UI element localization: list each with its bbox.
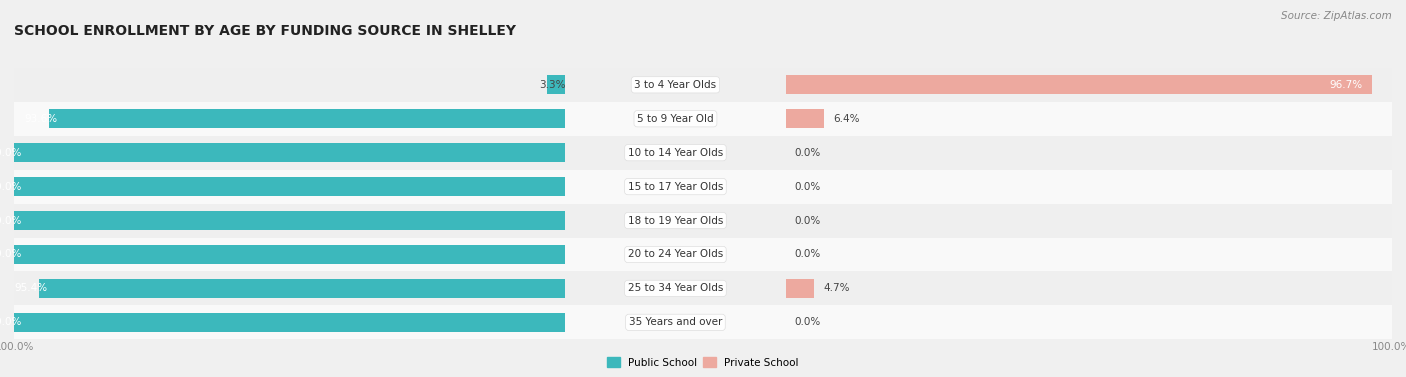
Bar xyxy=(0,204,1406,238)
Bar xyxy=(0,204,1406,238)
Bar xyxy=(14,211,565,230)
Bar xyxy=(0,238,1406,271)
Bar xyxy=(0,170,1406,204)
Text: 3 to 4 Year Olds: 3 to 4 Year Olds xyxy=(634,80,717,90)
Legend: Public School, Private School: Public School, Private School xyxy=(603,353,803,372)
Text: 10 to 14 Year Olds: 10 to 14 Year Olds xyxy=(628,148,723,158)
Text: 20 to 24 Year Olds: 20 to 24 Year Olds xyxy=(628,250,723,259)
Bar xyxy=(49,109,565,128)
Text: 35 Years and over: 35 Years and over xyxy=(628,317,723,327)
Bar xyxy=(0,102,1406,136)
Text: SCHOOL ENROLLMENT BY AGE BY FUNDING SOURCE IN SHELLEY: SCHOOL ENROLLMENT BY AGE BY FUNDING SOUR… xyxy=(14,24,516,38)
Bar xyxy=(0,68,1406,102)
Bar xyxy=(0,305,1406,339)
Bar xyxy=(0,305,1406,339)
Bar xyxy=(0,238,1406,271)
Bar xyxy=(547,75,565,94)
Text: 3.3%: 3.3% xyxy=(538,80,565,90)
Text: 18 to 19 Year Olds: 18 to 19 Year Olds xyxy=(627,216,723,225)
Text: 93.6%: 93.6% xyxy=(24,114,58,124)
Text: 100.0%: 100.0% xyxy=(0,216,22,225)
Text: 95.4%: 95.4% xyxy=(14,284,48,293)
Bar xyxy=(0,170,1406,204)
Text: 0.0%: 0.0% xyxy=(794,148,821,158)
Bar xyxy=(14,177,565,196)
Bar xyxy=(786,75,1372,94)
Bar xyxy=(0,271,1406,305)
Text: 4.7%: 4.7% xyxy=(824,284,849,293)
Text: 100.0%: 100.0% xyxy=(0,317,22,327)
Text: 0.0%: 0.0% xyxy=(794,317,821,327)
Text: 0.0%: 0.0% xyxy=(794,216,821,225)
Text: 0.0%: 0.0% xyxy=(794,182,821,192)
Text: 96.7%: 96.7% xyxy=(1330,80,1362,90)
Bar xyxy=(39,279,565,298)
Bar xyxy=(0,271,1406,305)
Text: 6.4%: 6.4% xyxy=(834,114,860,124)
Bar xyxy=(786,279,814,298)
Text: 100.0%: 100.0% xyxy=(0,148,22,158)
Bar xyxy=(0,271,1406,305)
Bar xyxy=(0,102,1406,136)
Bar xyxy=(0,68,1406,102)
Text: 0.0%: 0.0% xyxy=(794,250,821,259)
Bar xyxy=(0,68,1406,102)
Text: Source: ZipAtlas.com: Source: ZipAtlas.com xyxy=(1281,11,1392,21)
Bar xyxy=(14,313,565,332)
Bar xyxy=(0,102,1406,136)
Bar xyxy=(0,305,1406,339)
Text: 100.0%: 100.0% xyxy=(0,250,22,259)
Bar xyxy=(0,136,1406,170)
Bar xyxy=(14,245,565,264)
Bar xyxy=(0,204,1406,238)
Text: 100.0%: 100.0% xyxy=(0,182,22,192)
Bar xyxy=(0,136,1406,170)
Bar xyxy=(0,238,1406,271)
Text: 25 to 34 Year Olds: 25 to 34 Year Olds xyxy=(627,284,723,293)
Text: 15 to 17 Year Olds: 15 to 17 Year Olds xyxy=(627,182,723,192)
Bar xyxy=(786,109,824,128)
Text: 5 to 9 Year Old: 5 to 9 Year Old xyxy=(637,114,714,124)
Bar xyxy=(14,143,565,162)
Bar xyxy=(0,136,1406,170)
Bar xyxy=(0,170,1406,204)
